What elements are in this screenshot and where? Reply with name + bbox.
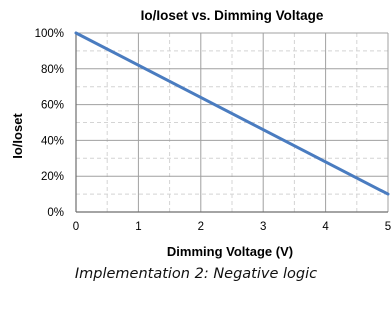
y-tick-label: 60%: [41, 100, 64, 112]
x-tick-label: 5: [385, 221, 391, 233]
y-tick-label: 100%: [35, 28, 64, 40]
series-group: [74, 31, 390, 196]
grid-lines: [75, 32, 389, 213]
y-tick-label: 40%: [41, 135, 64, 147]
x-tick-label: 0: [73, 221, 79, 233]
y-tick-label: 20%: [41, 171, 64, 183]
axes: [75, 33, 388, 213]
chart-title: Io/Ioset vs. Dimming Voltage: [141, 8, 324, 23]
x-tick-label: 1: [135, 221, 141, 233]
y-tick-labels: 0% 20% 40% 60% 80% 100%: [35, 28, 64, 219]
y-axis-label: Io/Ioset: [10, 113, 25, 159]
y-tick-label: 80%: [41, 64, 64, 76]
x-axis-label: Dimming Voltage (V): [167, 244, 293, 259]
figure-caption: Implementation 2: Negative logic: [74, 266, 318, 282]
line-chart: Io/Ioset vs. Dimming Voltage 0 1 2 3 4 5 0% 20…: [10, 8, 391, 259]
series-line: [74, 31, 390, 196]
x-tick-label: 4: [322, 221, 329, 233]
x-tick-labels: 0 1 2 3 4 5: [73, 221, 391, 233]
y-tick-label: 0%: [47, 207, 64, 219]
x-tick-label: 3: [260, 221, 266, 233]
x-tick-label: 2: [198, 221, 204, 233]
